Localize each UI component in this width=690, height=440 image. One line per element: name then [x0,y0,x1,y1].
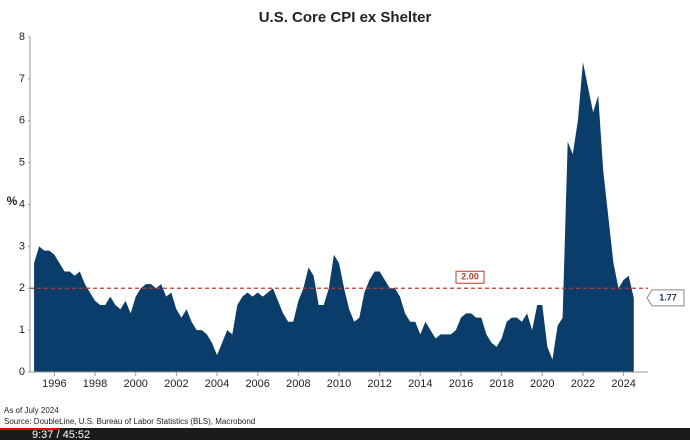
x-tick-label: 2014 [408,378,432,390]
source: Source: DoubleLine, U.S. Bureau of Labor… [4,417,255,426]
x-tick-label: 2002 [164,378,188,390]
x-tick-label: 2000 [123,378,147,390]
y-tick-label: 8 [19,31,25,43]
x-tick-label: 1996 [42,378,66,390]
x-tick-label: 2006 [245,378,269,390]
chart-title: U.S. Core CPI ex Shelter [259,9,432,26]
y-tick-label: 2 [19,282,25,294]
x-tick-label: 2004 [205,378,229,390]
player-bar[interactable] [0,428,690,440]
reference-label: 2.00 [461,272,479,282]
x-tick-label: 2018 [489,378,513,390]
x-tick-label: 2020 [530,378,554,390]
y-tick-label: 7 [19,73,25,85]
x-tick-label: 2022 [571,378,595,390]
end-label: 1.77 [659,292,677,302]
as-of: As of July 2024 [4,406,59,415]
y-tick-label: 4 [19,198,25,210]
y-tick-label: 3 [19,240,25,252]
y-tick-label: 6 [19,115,25,127]
y-tick-label: 1 [19,324,25,336]
x-tick-label: 2008 [286,378,310,390]
y-tick-label: 0 [19,366,25,378]
x-tick-label: 2024 [611,378,635,390]
player-time: 9:37 / 45:52 [32,429,90,440]
area [34,62,634,372]
x-tick-label: 2012 [367,378,391,390]
x-tick-label: 2010 [327,378,351,390]
x-tick-label: 1998 [83,378,107,390]
reference-label-box [455,270,485,284]
end-label-box [646,289,685,307]
y-tick-label: 5 [19,157,25,169]
y-axis-label: % [7,194,18,208]
progress [0,428,60,430]
x-tick-label: 2016 [449,378,473,390]
